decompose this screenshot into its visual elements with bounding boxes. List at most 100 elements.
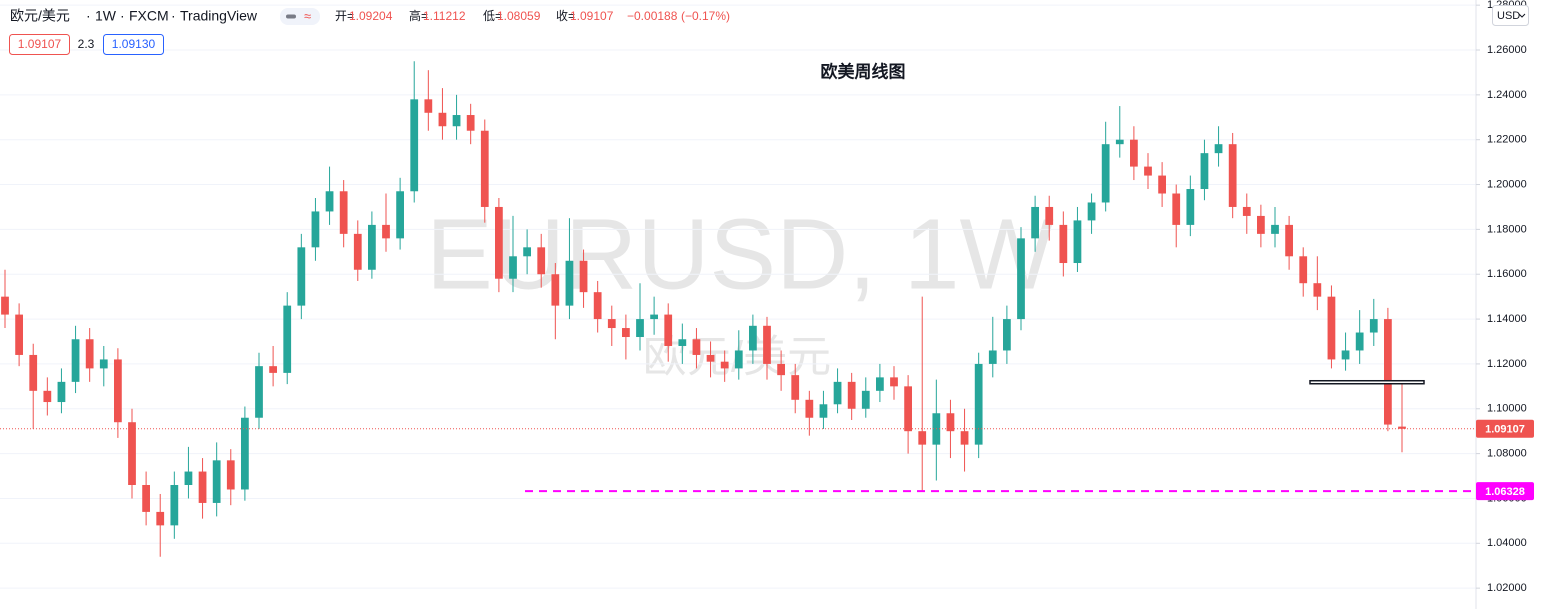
currency-button[interactable] <box>1492 5 1529 26</box>
candle-body <box>918 431 927 445</box>
candle-body <box>1228 144 1237 207</box>
candle-body <box>368 224 376 270</box>
candle-body <box>1327 296 1336 360</box>
candle-body <box>99 359 108 369</box>
candle-body <box>297 247 306 306</box>
separator: · <box>86 8 91 24</box>
ohlc-label: 收= <box>556 9 575 23</box>
candle-body <box>607 319 616 329</box>
rectangle-drawing <box>1309 379 1425 385</box>
candle-body <box>1115 139 1124 145</box>
candle-body <box>876 377 884 391</box>
candle-body <box>212 460 221 503</box>
bid: 1.09107 <box>18 37 62 51</box>
candle-body <box>805 399 814 418</box>
candle-body <box>71 339 80 382</box>
candle-body <box>15 314 23 355</box>
chart-title: 欧美周线图 <box>821 61 906 81</box>
y-tick-label: 1.20000 <box>1487 178 1527 190</box>
candle-body <box>85 339 94 369</box>
watermark: EURUSD, 1W <box>426 198 1054 310</box>
price-axis: 1.020001.040001.060001.080001.100001.120… <box>1476 0 1534 594</box>
candle-body <box>353 233 362 270</box>
symbol: 欧元/美元 <box>10 8 70 24</box>
change-pct: (−0.17%) <box>681 9 730 23</box>
candle-body <box>114 359 122 423</box>
y-tick-label: 1.02000 <box>1487 582 1527 594</box>
candle-body <box>466 115 475 131</box>
candle-body <box>1158 175 1166 194</box>
status-pill[interactable] <box>280 8 320 25</box>
candle-body <box>847 381 856 409</box>
ohlc-value: 1.09107 <box>570 9 614 23</box>
candle-body <box>438 112 447 127</box>
candle-body <box>452 115 461 127</box>
ohlc-label: 低= <box>483 9 502 23</box>
ohlc-value: 1.09204 <box>349 9 393 23</box>
candle-body <box>1355 332 1364 351</box>
candle-body <box>664 314 673 346</box>
candle-body <box>1172 193 1181 225</box>
candle-body <box>551 274 560 306</box>
y-tick-label: 1.26000 <box>1487 44 1527 56</box>
ohlc-label: 开= <box>335 9 354 23</box>
ohlc-label: 高= <box>409 8 428 23</box>
candle-body <box>791 375 800 400</box>
separator: · <box>120 8 125 24</box>
candle-body <box>480 130 489 207</box>
candle-body <box>1257 215 1265 234</box>
candle-body <box>692 339 701 355</box>
candle-body <box>1369 319 1378 333</box>
candle-body <box>1299 256 1308 284</box>
candle-body <box>946 413 955 432</box>
candle-body <box>636 319 644 338</box>
candle-body <box>833 381 842 405</box>
candle-body <box>57 381 66 403</box>
candle-body <box>269 366 277 373</box>
ohlc: 开=1.09204 高=1.11212 低=1.08059 收=1.09107 … <box>335 8 730 23</box>
candle-body <box>396 191 404 239</box>
candle-body <box>523 247 531 257</box>
candle-body <box>777 363 785 376</box>
status-icon <box>286 14 296 19</box>
candle-body <box>1031 206 1039 239</box>
candle-body <box>622 328 630 338</box>
y-tick-label: 1.08000 <box>1487 448 1527 460</box>
change: −0.00188 <box>627 9 678 23</box>
candle-body <box>283 305 292 373</box>
y-tick-label: 1.12000 <box>1487 358 1527 370</box>
candle-body <box>1017 238 1025 320</box>
candle-body <box>1186 189 1195 225</box>
candle-body <box>1271 224 1279 234</box>
support-label: 1.06328 <box>1485 486 1525 498</box>
candle-body <box>170 485 179 526</box>
candle-body <box>255 366 263 418</box>
y-tick-label: 1.16000 <box>1487 268 1527 280</box>
candle-body <box>974 363 983 445</box>
candle-body <box>960 431 969 445</box>
candle-body <box>1200 153 1209 190</box>
candle-body <box>678 339 687 346</box>
candle-body <box>861 390 870 409</box>
candle-body <box>1101 144 1110 203</box>
candle-body <box>156 511 165 526</box>
candle-body <box>720 361 729 369</box>
ask: 1.09130 <box>112 37 156 51</box>
candle-body <box>241 417 249 490</box>
candle-body <box>1214 144 1223 154</box>
ask-badge[interactable] <box>103 34 164 55</box>
plot <box>0 61 1476 557</box>
y-tick-label: 1.04000 <box>1487 537 1527 549</box>
candle-body <box>1087 202 1096 221</box>
candle-body <box>579 260 588 293</box>
bid-badge[interactable] <box>9 34 70 55</box>
candle-body <box>339 191 348 234</box>
candle-body <box>311 211 320 248</box>
candle-body <box>509 256 517 279</box>
y-tick-label: 1.10000 <box>1487 403 1527 415</box>
candle-body <box>1045 206 1054 225</box>
candle-body <box>1073 220 1082 264</box>
spread: 2.3 <box>78 37 95 51</box>
